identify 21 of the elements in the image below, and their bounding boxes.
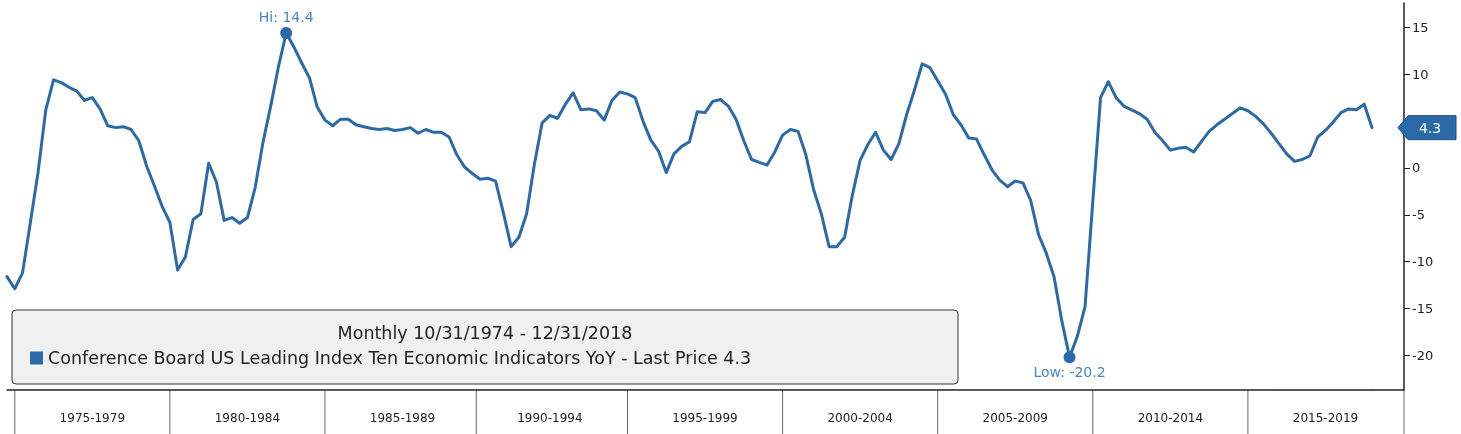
y-tick-label: 10: [1412, 66, 1429, 82]
legend-title: Monthly 10/31/1974 - 12/31/2018: [337, 323, 633, 343]
annotation: Hi: 14.4: [258, 8, 314, 25]
y-tick-label: -15: [1412, 300, 1434, 316]
x-tick-label: 1990-1994: [517, 411, 583, 425]
y-tick-label: 15: [1412, 19, 1429, 35]
x-tick-label: 2000-2004: [827, 411, 893, 425]
x-tick-label: 1985-1989: [369, 411, 436, 425]
x-tick-label: 1980-1984: [214, 411, 281, 425]
y-tick-label: -20: [1412, 347, 1434, 363]
x-tick-label: 1975-1979: [59, 411, 126, 425]
x-tick-label: 1995-1999: [672, 411, 738, 425]
y-tick-label: -10: [1412, 254, 1434, 270]
annotation: Low: -20.2: [1033, 364, 1106, 381]
text: 4.3: [1418, 119, 1442, 136]
x-tick-label: 2010-2014: [1137, 411, 1204, 425]
x-tick-label: 2015-2019: [1292, 411, 1359, 425]
y-tick-label: -5: [1412, 207, 1425, 223]
y-tick-label: 0: [1412, 160, 1421, 176]
legend-label: Conference Board US Leading Index Ten Economic Indicators YoY - Last Price 4.3: [48, 348, 752, 368]
x-tick-label: 2005-2009: [982, 411, 1048, 425]
